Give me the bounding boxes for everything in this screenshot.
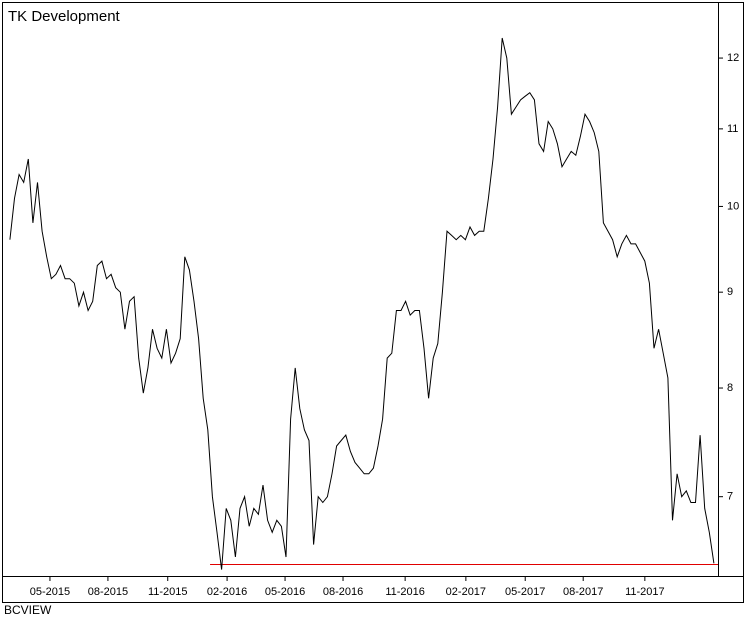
x-tick-label: 11-2015 (148, 586, 188, 598)
frame (2, 2, 744, 603)
x-tick-label: 11-2017 (625, 586, 665, 598)
y-tick-label: 12 (727, 52, 739, 64)
x-tick-label: 08-2016 (323, 586, 363, 598)
price-line (9, 37, 715, 570)
x-tick-label: 05-2017 (505, 586, 545, 598)
y-tick-label: 10 (727, 200, 739, 212)
y-tick-label: 8 (727, 382, 733, 394)
x-tick-label: 02-2016 (207, 586, 247, 598)
x-tick-label: 11-2016 (385, 586, 425, 598)
y-tick-label: 9 (727, 286, 733, 298)
chart-title: TK Development (8, 8, 121, 25)
x-tick-label: 08-2017 (563, 586, 603, 598)
x-tick-label: 05-2016 (265, 586, 305, 598)
y-tick-label: 11 (727, 123, 738, 135)
x-tick-label: 02-2017 (446, 586, 486, 598)
x-tick-label: 05-2015 (30, 586, 70, 598)
footer: BCVIEW (4, 603, 52, 617)
x-tick-label: 08-2015 (88, 586, 128, 598)
y-tick-label: 7 (727, 491, 733, 503)
